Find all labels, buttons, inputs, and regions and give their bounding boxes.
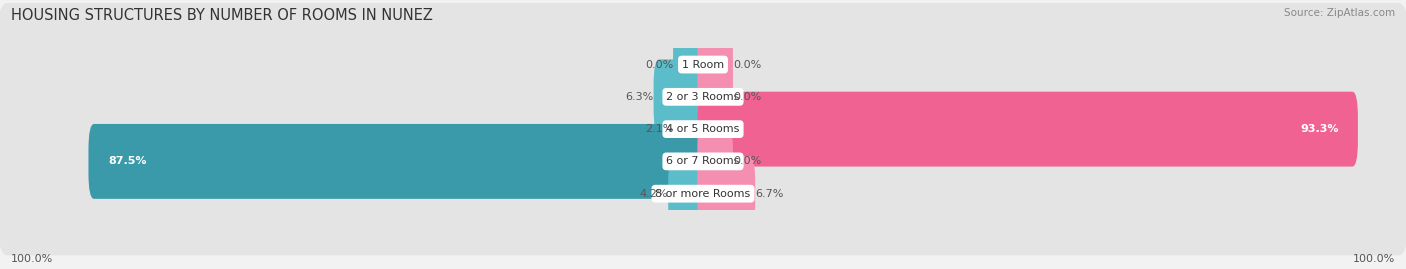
Text: 93.3%: 93.3%	[1301, 124, 1339, 134]
Text: 100.0%: 100.0%	[11, 254, 53, 264]
Text: 8 or more Rooms: 8 or more Rooms	[655, 189, 751, 199]
FancyBboxPatch shape	[0, 3, 1406, 126]
FancyBboxPatch shape	[0, 100, 1406, 223]
Text: 0.0%: 0.0%	[733, 59, 761, 70]
FancyBboxPatch shape	[0, 132, 1406, 255]
Text: 6 or 7 Rooms: 6 or 7 Rooms	[666, 156, 740, 167]
FancyBboxPatch shape	[668, 156, 709, 231]
FancyBboxPatch shape	[697, 59, 733, 134]
Text: 4.2%: 4.2%	[640, 189, 668, 199]
FancyBboxPatch shape	[673, 92, 709, 167]
Text: 2 or 3 Rooms: 2 or 3 Rooms	[666, 92, 740, 102]
FancyBboxPatch shape	[697, 92, 1358, 167]
FancyBboxPatch shape	[697, 156, 755, 231]
FancyBboxPatch shape	[697, 27, 733, 102]
FancyBboxPatch shape	[89, 124, 709, 199]
FancyBboxPatch shape	[0, 68, 1406, 191]
FancyBboxPatch shape	[673, 27, 709, 102]
Text: 100.0%: 100.0%	[1353, 254, 1395, 264]
Text: 0.0%: 0.0%	[733, 92, 761, 102]
Text: 4 or 5 Rooms: 4 or 5 Rooms	[666, 124, 740, 134]
Text: 0.0%: 0.0%	[645, 59, 673, 70]
Text: HOUSING STRUCTURES BY NUMBER OF ROOMS IN NUNEZ: HOUSING STRUCTURES BY NUMBER OF ROOMS IN…	[11, 8, 433, 23]
Text: 0.0%: 0.0%	[733, 156, 761, 167]
Text: Source: ZipAtlas.com: Source: ZipAtlas.com	[1284, 8, 1395, 18]
FancyBboxPatch shape	[697, 124, 733, 199]
FancyBboxPatch shape	[0, 35, 1406, 158]
Text: 6.3%: 6.3%	[626, 92, 654, 102]
Text: 6.7%: 6.7%	[755, 189, 783, 199]
Text: 1 Room: 1 Room	[682, 59, 724, 70]
FancyBboxPatch shape	[654, 59, 709, 134]
Text: 87.5%: 87.5%	[108, 156, 146, 167]
Text: 2.1%: 2.1%	[645, 124, 673, 134]
